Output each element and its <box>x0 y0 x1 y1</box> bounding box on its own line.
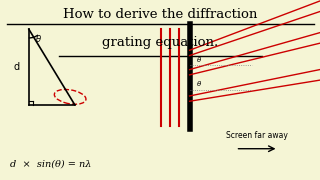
Text: grating equation.: grating equation. <box>102 36 219 49</box>
Text: θ: θ <box>197 57 202 63</box>
Text: Screen far away: Screen far away <box>226 131 288 140</box>
Text: How to derive the diffraction: How to derive the diffraction <box>63 8 258 21</box>
Text: d  ×  sin(θ) = nλ: d × sin(θ) = nλ <box>10 159 91 168</box>
Text: θ: θ <box>36 35 41 44</box>
Text: d: d <box>13 62 20 72</box>
Text: θ: θ <box>197 81 202 87</box>
